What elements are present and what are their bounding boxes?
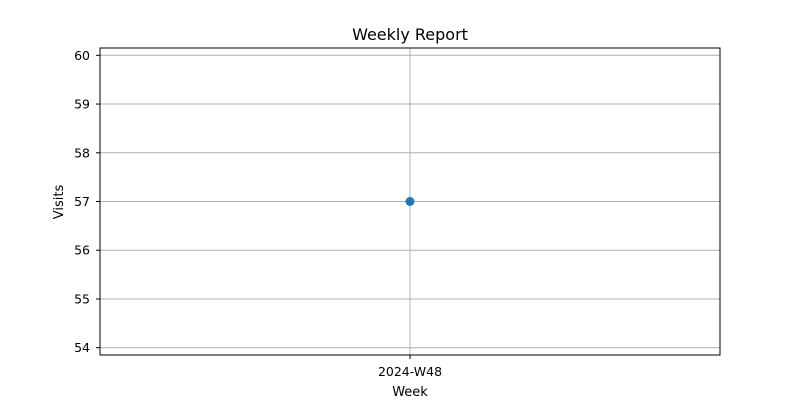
x-tick-label: 2024-W48	[378, 364, 442, 379]
y-tick-label: 55	[74, 291, 90, 306]
grid-lines	[100, 48, 720, 355]
y-tick-label: 54	[74, 340, 90, 355]
y-tick-label: 60	[74, 48, 90, 63]
series-layer	[405, 197, 415, 206]
data-point	[405, 197, 415, 206]
x-axis-ticks: 2024-W48	[378, 355, 442, 379]
y-tick-label: 58	[74, 145, 90, 160]
y-axis-label: Visits	[52, 185, 67, 220]
y-tick-label: 59	[74, 97, 90, 112]
y-tick-label: 57	[74, 194, 90, 209]
x-axis-label: Week	[392, 385, 428, 400]
y-tick-label: 56	[74, 243, 90, 258]
chart-title: Weekly Report	[352, 25, 468, 44]
y-axis-ticks: 54 55 56 57 58 59 60	[74, 48, 100, 355]
